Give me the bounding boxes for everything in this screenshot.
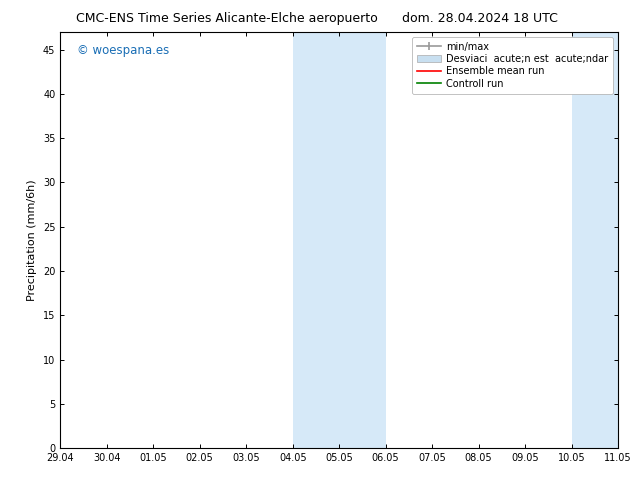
Bar — [618, 32, 634, 448]
Text: © woespana.es: © woespana.es — [77, 44, 169, 57]
Y-axis label: Precipitation (mm/6h): Precipitation (mm/6h) — [27, 179, 37, 301]
Text: CMC-ENS Time Series Alicante-Elche aeropuerto: CMC-ENS Time Series Alicante-Elche aerop… — [76, 12, 378, 25]
Legend: min/max, Desviaci  acute;n est  acute;ndar, Ensemble mean run, Controll run: min/max, Desviaci acute;n est acute;ndar… — [412, 37, 613, 94]
Bar — [572, 32, 618, 448]
Bar — [339, 32, 385, 448]
Bar — [293, 32, 339, 448]
Text: dom. 28.04.2024 18 UTC: dom. 28.04.2024 18 UTC — [402, 12, 558, 25]
